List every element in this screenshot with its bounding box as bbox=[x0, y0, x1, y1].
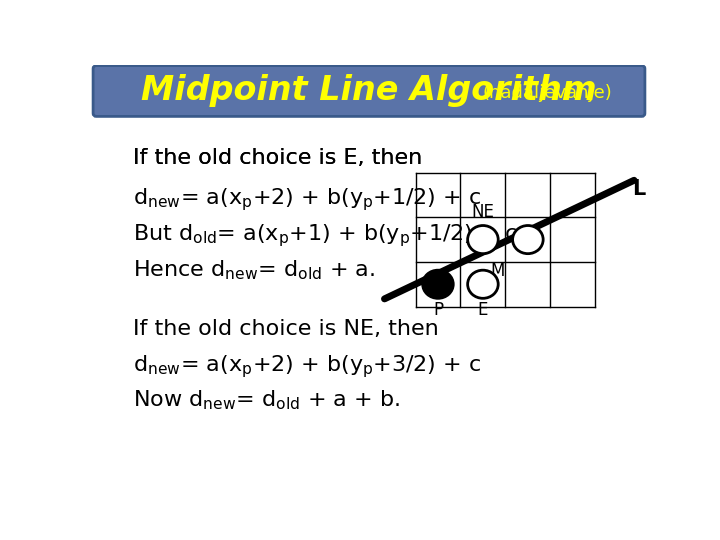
Ellipse shape bbox=[513, 226, 543, 254]
Text: Now $\mathregular{d_{new}}$= $\mathregular{d_{old}}$ + a + b.: Now $\mathregular{d_{new}}$= $\mathregul… bbox=[132, 388, 400, 412]
Text: Midpoint Line Algorithm: Midpoint Line Algorithm bbox=[141, 75, 597, 107]
Text: If the old choice is NE, then: If the old choice is NE, then bbox=[132, 319, 438, 339]
Text: E: E bbox=[478, 301, 488, 319]
Text: If the old choice is E, then: If the old choice is E, then bbox=[132, 148, 422, 168]
Text: M: M bbox=[490, 262, 505, 280]
Ellipse shape bbox=[423, 270, 454, 298]
Text: But $\mathregular{d_{old}}$= a($\mathregular{x_p}$+1) + b($\mathregular{y_p}$+1/: But $\mathregular{d_{old}}$= a($\mathreg… bbox=[132, 222, 518, 249]
Text: If the old choice is E, then: If the old choice is E, then bbox=[132, 148, 422, 168]
Text: P: P bbox=[433, 301, 443, 319]
Text: NE: NE bbox=[472, 203, 495, 221]
Text: L: L bbox=[632, 179, 646, 199]
FancyBboxPatch shape bbox=[93, 65, 645, 117]
Text: (nadaljevanje): (nadaljevanje) bbox=[482, 84, 612, 102]
Text: Hence $\mathregular{d_{new}}$= $\mathregular{d_{old}}$ + a.: Hence $\mathregular{d_{new}}$= $\mathreg… bbox=[132, 259, 374, 282]
Text: $\mathregular{d_{new}}$= a($\mathregular{x_p}$+2) + b($\mathregular{y_p}$+3/2) +: $\mathregular{d_{new}}$= a($\mathregular… bbox=[132, 354, 481, 380]
Ellipse shape bbox=[468, 270, 498, 298]
Text: $\mathregular{d_{new}}$= a($\mathregular{x_p}$+2) + b($\mathregular{y_p}$+1/2) +: $\mathregular{d_{new}}$= a($\mathregular… bbox=[132, 186, 481, 213]
Ellipse shape bbox=[468, 226, 498, 254]
